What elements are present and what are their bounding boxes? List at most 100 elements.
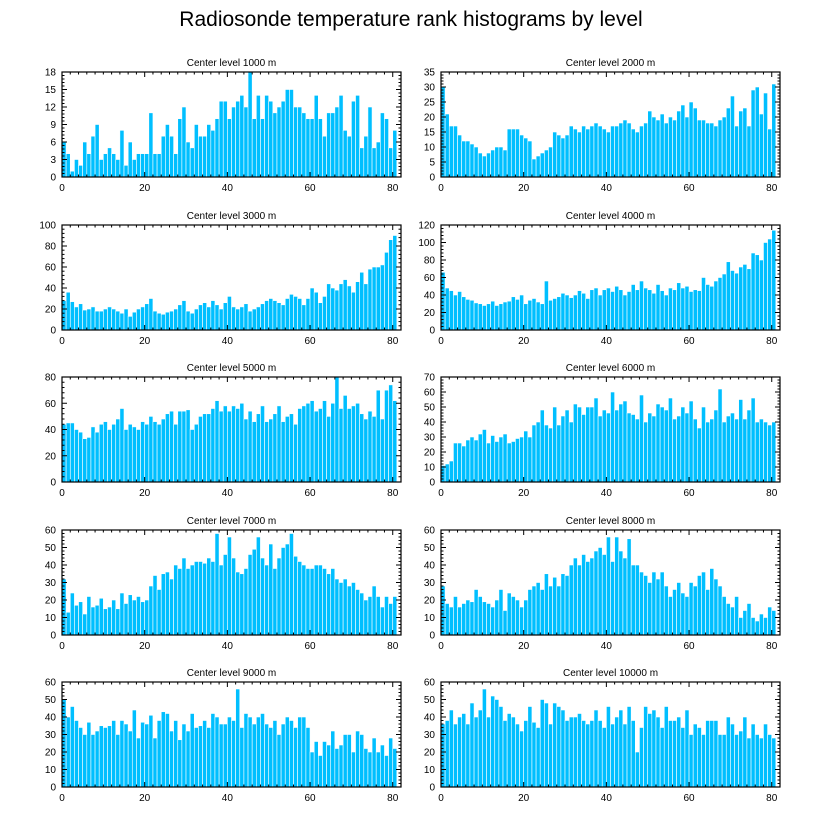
bar <box>231 405 236 483</box>
bar <box>469 143 475 178</box>
bar <box>90 426 96 483</box>
bar <box>206 727 212 788</box>
y-tick-label: 40 <box>424 561 436 572</box>
bar <box>152 153 158 178</box>
bar <box>239 727 245 788</box>
bar <box>622 294 628 331</box>
bar <box>169 410 174 483</box>
bar <box>214 533 220 636</box>
bar <box>572 557 578 636</box>
bar <box>384 252 389 331</box>
bar <box>264 300 270 331</box>
y-tick-label: 15 <box>424 128 436 139</box>
chart-title: Center level 7000 m <box>187 516 277 527</box>
bar <box>502 720 508 788</box>
bar <box>705 720 711 788</box>
y-tick-label: 20 <box>45 451 57 462</box>
bar <box>515 438 520 483</box>
bar <box>198 135 203 178</box>
bar <box>697 727 702 788</box>
bar <box>156 153 162 178</box>
bar <box>144 723 150 788</box>
bar <box>276 734 282 788</box>
bar <box>572 128 578 178</box>
bar <box>235 100 241 178</box>
bar <box>239 573 245 636</box>
x-tick-label: 0 <box>59 183 65 194</box>
bar <box>284 416 290 483</box>
bar <box>668 397 673 483</box>
bar <box>523 137 529 178</box>
y-tick-label: 60 <box>424 678 436 689</box>
bar <box>510 296 516 331</box>
bar <box>457 716 462 788</box>
bar <box>284 298 290 331</box>
y-tick-label: 0 <box>429 478 435 489</box>
bar <box>626 291 632 331</box>
bar <box>502 433 508 483</box>
bar <box>548 723 553 788</box>
bar <box>177 304 183 331</box>
bar <box>181 723 187 788</box>
bar <box>119 592 125 636</box>
bar <box>185 568 191 636</box>
bar <box>461 445 467 483</box>
bar <box>86 153 92 178</box>
bar <box>297 106 303 178</box>
bar <box>173 423 179 483</box>
x-tick-label: 60 <box>304 488 316 499</box>
x-tick-label: 0 <box>59 336 65 347</box>
y-tick-label: 60 <box>424 526 436 537</box>
bar <box>210 300 216 331</box>
chart-panel-10: Center level 10000 m 0 20 40 60 80 0 10 20 30 40 50… <box>424 668 781 804</box>
bar <box>643 287 649 331</box>
bar <box>622 723 628 788</box>
bar <box>107 725 112 788</box>
bar <box>502 301 508 331</box>
bar <box>148 112 154 178</box>
bar <box>618 403 624 483</box>
y-tick-label: 20 <box>45 596 57 607</box>
bar <box>268 418 274 483</box>
x-tick-label: 40 <box>222 641 234 652</box>
bar <box>568 564 574 636</box>
bar <box>148 416 154 483</box>
bar <box>482 601 487 636</box>
bar <box>680 592 686 636</box>
bar <box>651 292 657 331</box>
bar <box>206 413 212 483</box>
bar <box>589 720 595 788</box>
bar <box>297 408 303 483</box>
bar <box>564 409 570 483</box>
x-tick-label: 60 <box>304 641 316 652</box>
bar <box>322 135 327 178</box>
bar <box>601 554 607 636</box>
bar <box>626 412 632 483</box>
x-tick-label: 80 <box>766 793 778 804</box>
bar <box>140 153 145 178</box>
bar <box>701 734 706 788</box>
bar <box>721 273 727 331</box>
x-tick-label: 40 <box>601 641 613 652</box>
bar <box>448 709 454 788</box>
bar <box>165 311 170 331</box>
bar <box>564 720 570 788</box>
bar <box>119 130 125 178</box>
bar <box>380 418 385 483</box>
bar <box>326 283 332 331</box>
bar <box>127 316 133 331</box>
bar <box>552 406 558 483</box>
bar <box>185 310 191 331</box>
bar <box>548 585 553 636</box>
bar <box>759 259 764 331</box>
bar <box>280 547 286 636</box>
bar <box>544 424 549 483</box>
bar <box>717 585 723 636</box>
bar <box>90 606 96 636</box>
y-tick-label: 0 <box>50 326 56 337</box>
bar <box>359 734 365 788</box>
bar <box>222 302 228 331</box>
bar <box>506 442 512 483</box>
bar <box>754 734 760 788</box>
bar <box>672 119 677 178</box>
